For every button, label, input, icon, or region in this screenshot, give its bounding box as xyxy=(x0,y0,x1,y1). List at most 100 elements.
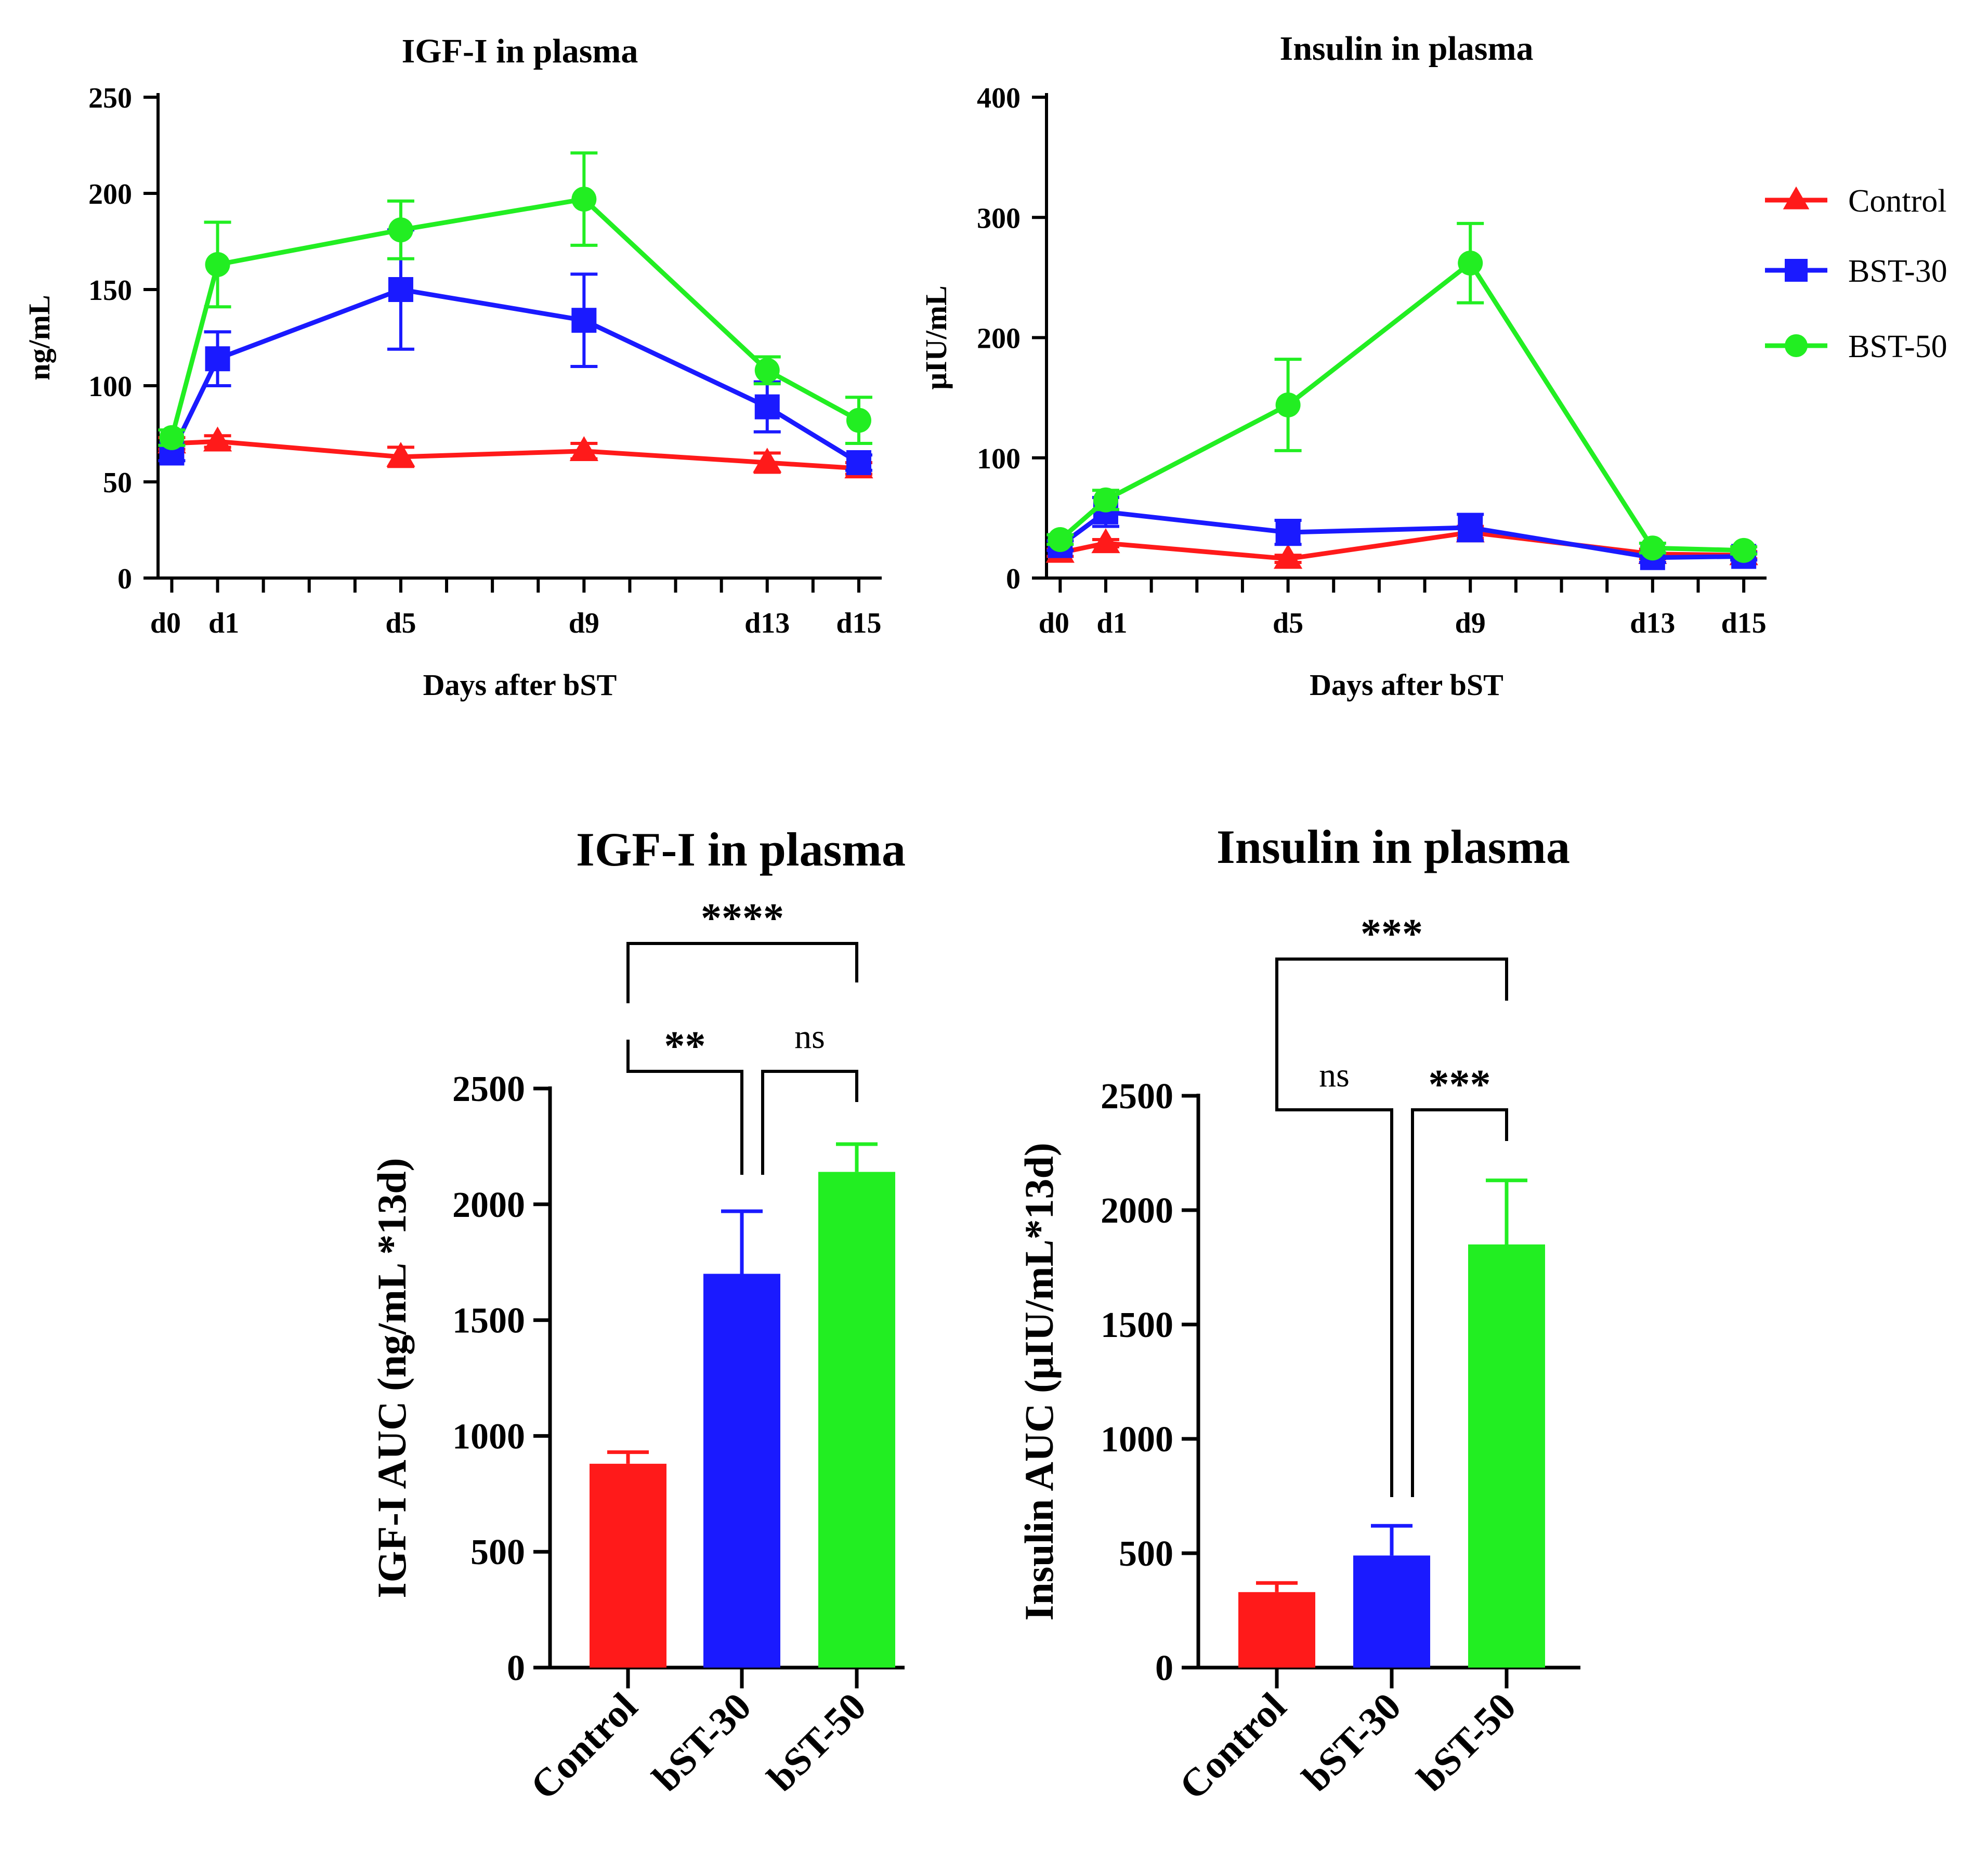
bracket-line xyxy=(1411,1108,1508,1497)
y-tick-label: 100 xyxy=(88,371,132,403)
significance-bracket: ns xyxy=(761,1018,858,1175)
data-point xyxy=(1458,515,1483,540)
legend-marker xyxy=(1783,186,1810,209)
bar xyxy=(1238,1592,1315,1668)
data-point xyxy=(846,450,871,475)
y-tick-label: 2500 xyxy=(1101,1077,1173,1117)
y-axis-label: μIU/mL xyxy=(919,285,953,389)
x-tick-label: d5 xyxy=(385,607,416,639)
legend-item: BST-30 xyxy=(1765,254,1947,289)
series-line xyxy=(1058,259,1744,553)
data-point xyxy=(203,426,232,452)
legend-marker xyxy=(1785,259,1808,282)
insulin-line-chart: Insulin in plasma 0 100 200 300 400 d0 d1 d5 d9 d1… xyxy=(919,30,1767,702)
y-tick-label: 1500 xyxy=(452,1301,525,1341)
data-point xyxy=(1458,251,1483,276)
bar xyxy=(703,1274,780,1668)
series-bst30 xyxy=(158,228,872,475)
significance-bracket: *** xyxy=(1411,1062,1508,1497)
data-point xyxy=(388,217,413,243)
series-line xyxy=(169,196,860,439)
x-axis-label: Days after bST xyxy=(423,668,617,702)
series-line xyxy=(169,287,860,465)
bar xyxy=(1468,1244,1545,1668)
data-point xyxy=(159,425,185,450)
legend-label: BST-30 xyxy=(1848,254,1947,289)
bracket-line xyxy=(626,1040,743,1175)
y-tick-label: 500 xyxy=(470,1532,525,1572)
y-tick-label: 250 xyxy=(88,82,132,114)
x-tick-label: d0 xyxy=(150,607,181,639)
x-tick-label: Control xyxy=(522,1685,646,1808)
legend: Control BST-30 BST-50 xyxy=(1765,183,1947,364)
y-tick-label: 2000 xyxy=(452,1185,525,1225)
bar xyxy=(590,1463,666,1668)
data-point xyxy=(1093,487,1118,513)
chart-title: Insulin in plasma xyxy=(1217,820,1570,873)
y-tick-label: 300 xyxy=(977,202,1021,234)
significance-bracket: ** xyxy=(626,1024,743,1175)
data-point xyxy=(1731,537,1757,563)
insulin-bar-chart: Insulin in plasma 0 500 1000 1500 2000 2500 Ins… xyxy=(1016,820,1580,1808)
bar xyxy=(1353,1555,1430,1668)
y-axis-label: IGF-I AUC (ng/mL *13d) xyxy=(369,1158,414,1598)
series-line xyxy=(172,439,859,471)
chart-title: IGF-I in plasma xyxy=(402,32,638,70)
data-point xyxy=(1273,544,1303,569)
data-point xyxy=(1091,528,1120,554)
significance-label: ns xyxy=(794,1018,825,1056)
data-point xyxy=(386,442,415,467)
y-tick-label: 2500 xyxy=(452,1069,525,1109)
data-point xyxy=(1275,392,1301,417)
data-point xyxy=(754,358,780,383)
significance-label: *** xyxy=(1361,911,1423,957)
significance-label: **** xyxy=(701,896,784,941)
y-axis-label: ng/mL xyxy=(22,295,56,380)
y-tick-label: 1000 xyxy=(452,1417,525,1457)
x-tick-label: d5 xyxy=(1273,607,1303,639)
significance-bracket: **** xyxy=(626,896,858,1003)
legend-marker xyxy=(1785,334,1808,357)
series-bst50 xyxy=(1047,221,1758,563)
igf-line-chart: IGF-I in plasma 0 50 100 150 200 250 d0 d1 d5 d9 d1… xyxy=(22,32,882,702)
x-tick-label: bST-30 xyxy=(644,1685,760,1800)
bracket-line xyxy=(1275,1045,1393,1497)
x-tick-label: Control xyxy=(1171,1685,1294,1808)
chart-title: IGF-I in plasma xyxy=(576,823,906,876)
legend-item: BST-50 xyxy=(1765,329,1947,364)
y-tick-label: 0 xyxy=(1006,563,1021,595)
x-tick-label: bST-30 xyxy=(1294,1685,1409,1800)
y-tick-label: 500 xyxy=(1119,1534,1173,1574)
significance-label: *** xyxy=(1429,1062,1491,1108)
legend-label: Control xyxy=(1848,183,1946,219)
y-tick-label: 0 xyxy=(507,1648,525,1688)
data-point xyxy=(846,408,871,433)
y-axis-label: Insulin AUC (μIU/mL*13d) xyxy=(1016,1143,1062,1621)
significance-label: ** xyxy=(664,1024,706,1069)
data-point xyxy=(205,346,230,372)
data-point xyxy=(754,394,780,419)
x-tick-label: d15 xyxy=(1721,607,1767,639)
x-tick-label: d13 xyxy=(744,607,790,639)
y-tick-label: 0 xyxy=(1155,1648,1173,1688)
y-tick-label: 400 xyxy=(977,82,1021,114)
significance-bracket: ns xyxy=(1275,1045,1393,1497)
data-point xyxy=(753,448,782,473)
data-point xyxy=(1640,535,1665,561)
y-tick-label: 50 xyxy=(103,467,132,499)
data-point xyxy=(205,252,230,277)
y-tick-label: 1500 xyxy=(1101,1305,1173,1345)
y-tick-label: 200 xyxy=(88,178,132,211)
bracket-line xyxy=(1275,958,1508,1045)
data-point xyxy=(1048,527,1073,552)
legend-label: BST-50 xyxy=(1848,329,1947,364)
bracket-line xyxy=(761,1070,858,1175)
y-tick-label: 200 xyxy=(977,323,1021,355)
data-point xyxy=(388,277,413,302)
x-axis-label: Days after bST xyxy=(1310,668,1503,702)
series-bst50 xyxy=(158,151,872,450)
x-tick-label: d1 xyxy=(208,607,239,639)
y-tick-label: 100 xyxy=(977,443,1021,475)
data-point xyxy=(571,308,597,333)
